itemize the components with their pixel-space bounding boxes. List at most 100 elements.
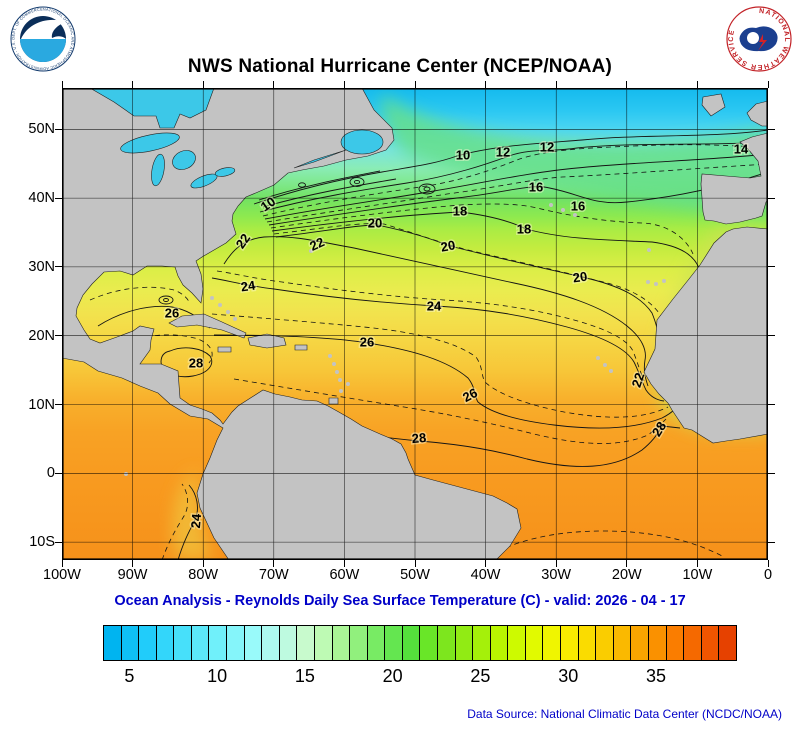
tick-mark [414, 560, 416, 567]
colorbar-tick-label: 5 [124, 666, 135, 686]
tick-mark [555, 81, 557, 88]
tick-mark [61, 81, 63, 88]
colorbar-cell [455, 626, 474, 660]
lon-axis-label: 90W [117, 567, 148, 583]
colorbar-cell [473, 626, 491, 660]
peru-upwelling-overlay [171, 470, 212, 560]
contour-label: 26 [165, 306, 179, 321]
tick-mark [343, 81, 345, 88]
nws-logo: NATIONAL WEATHER SERVICE [726, 6, 792, 72]
lon-axis-label: 30W [541, 567, 572, 583]
hispaniola-land [247, 333, 287, 349]
contour-label: 20 [440, 237, 457, 254]
colorbar-cell [648, 626, 667, 660]
contour-label: 16 [571, 199, 585, 214]
lat-axis-label: 10N [28, 396, 55, 413]
contour-label: 10 [456, 148, 470, 163]
gulf-of-st-lawrence-water [340, 129, 384, 155]
lat-axis-label: 30N [28, 258, 55, 275]
colorbar-cell [508, 626, 526, 660]
colorbar-cell [332, 626, 351, 660]
contour-label: 28 [189, 356, 203, 371]
tick-mark [768, 404, 775, 405]
tick-mark [626, 560, 628, 567]
page-title: NWS National Hurricane Center (NCEP/NOAA… [187, 56, 613, 77]
tick-mark [273, 560, 275, 567]
tick-mark [768, 335, 775, 337]
colorbar-tick-label: 10 [207, 666, 228, 686]
colorbar-cell [719, 626, 736, 660]
tick-mark [132, 560, 134, 567]
tick-mark [132, 81, 134, 88]
colorbar-cell [279, 626, 298, 660]
contour-label: 24 [240, 277, 257, 294]
colorbar-cell [525, 626, 544, 660]
nws-emblem-icon: NATIONAL WEATHER SERVICE [726, 6, 792, 72]
colorbar-cell [209, 626, 228, 660]
africa-land [643, 226, 768, 444]
contour-label: 14 [734, 142, 749, 157]
colorbar-cell [437, 626, 456, 660]
colorbar-cell [596, 626, 614, 660]
lat-axis-label: 0 [46, 465, 55, 482]
colorbar-tick-label: 15 [294, 666, 315, 686]
contour-label: 18 [517, 222, 531, 237]
great-lakes [120, 132, 236, 189]
tick-mark [696, 81, 698, 88]
tick-mark [768, 266, 775, 268]
tick-mark [768, 541, 775, 543]
seagull-icon [21, 19, 66, 39]
lat-axis-label: 50N [28, 121, 55, 138]
colorbar-cell [350, 626, 368, 660]
land-masses [62, 88, 768, 560]
colorbar-cell [684, 626, 702, 660]
contour-label: 12 [540, 140, 554, 155]
colorbar-cell [191, 626, 210, 660]
small-islands [124, 203, 666, 476]
colorbar-cell [490, 626, 509, 660]
colorbar-cell [121, 626, 140, 660]
tick-mark [55, 266, 62, 268]
colorbar-cell [139, 626, 157, 660]
st-lawrence-river [293, 149, 347, 169]
contour-label: 22 [629, 371, 648, 389]
colorbar-tick-label: 30 [558, 666, 579, 686]
contour-label: 16 [529, 180, 543, 195]
lon-axis-label: 60W [329, 567, 360, 583]
tick-mark [273, 81, 275, 88]
tick-mark [202, 560, 204, 567]
lon-axis-label: 10W [682, 567, 713, 583]
tick-mark [61, 560, 63, 567]
contour-label: 20 [368, 216, 382, 231]
tick-mark [485, 560, 487, 567]
colorbar-cell [314, 626, 333, 660]
colorbar-cell [385, 626, 403, 660]
colorbar-ticks: 5 10 15 20 25 30 35 [103, 666, 735, 688]
solid-isotherms [97, 129, 768, 560]
warm-northeast-atlantic-overlay [381, 94, 768, 218]
tick-mark [202, 81, 204, 88]
colorbar-cell [227, 626, 245, 660]
colorbar-cell [701, 626, 720, 660]
colorbar-cell [174, 626, 192, 660]
tick-mark [696, 560, 698, 567]
colorbar-cell [561, 626, 579, 660]
map-frame [62, 88, 768, 560]
colorbar [103, 625, 737, 661]
lon-axis-label: 100W [43, 567, 81, 583]
colorbar-cell [244, 626, 263, 660]
colorbar-cell [613, 626, 632, 660]
tick-mark [767, 81, 769, 88]
colorbar-cell [631, 626, 649, 660]
puerto-rico-land [294, 344, 308, 351]
lat-axis-label: 40N [28, 190, 55, 207]
contour-label: 24 [427, 299, 442, 314]
contour-label: 20 [572, 269, 588, 286]
lightning-icon [758, 34, 767, 51]
colorbar-cell [297, 626, 315, 660]
britain-land [746, 100, 768, 127]
lon-axis-label: 20W [611, 567, 642, 583]
